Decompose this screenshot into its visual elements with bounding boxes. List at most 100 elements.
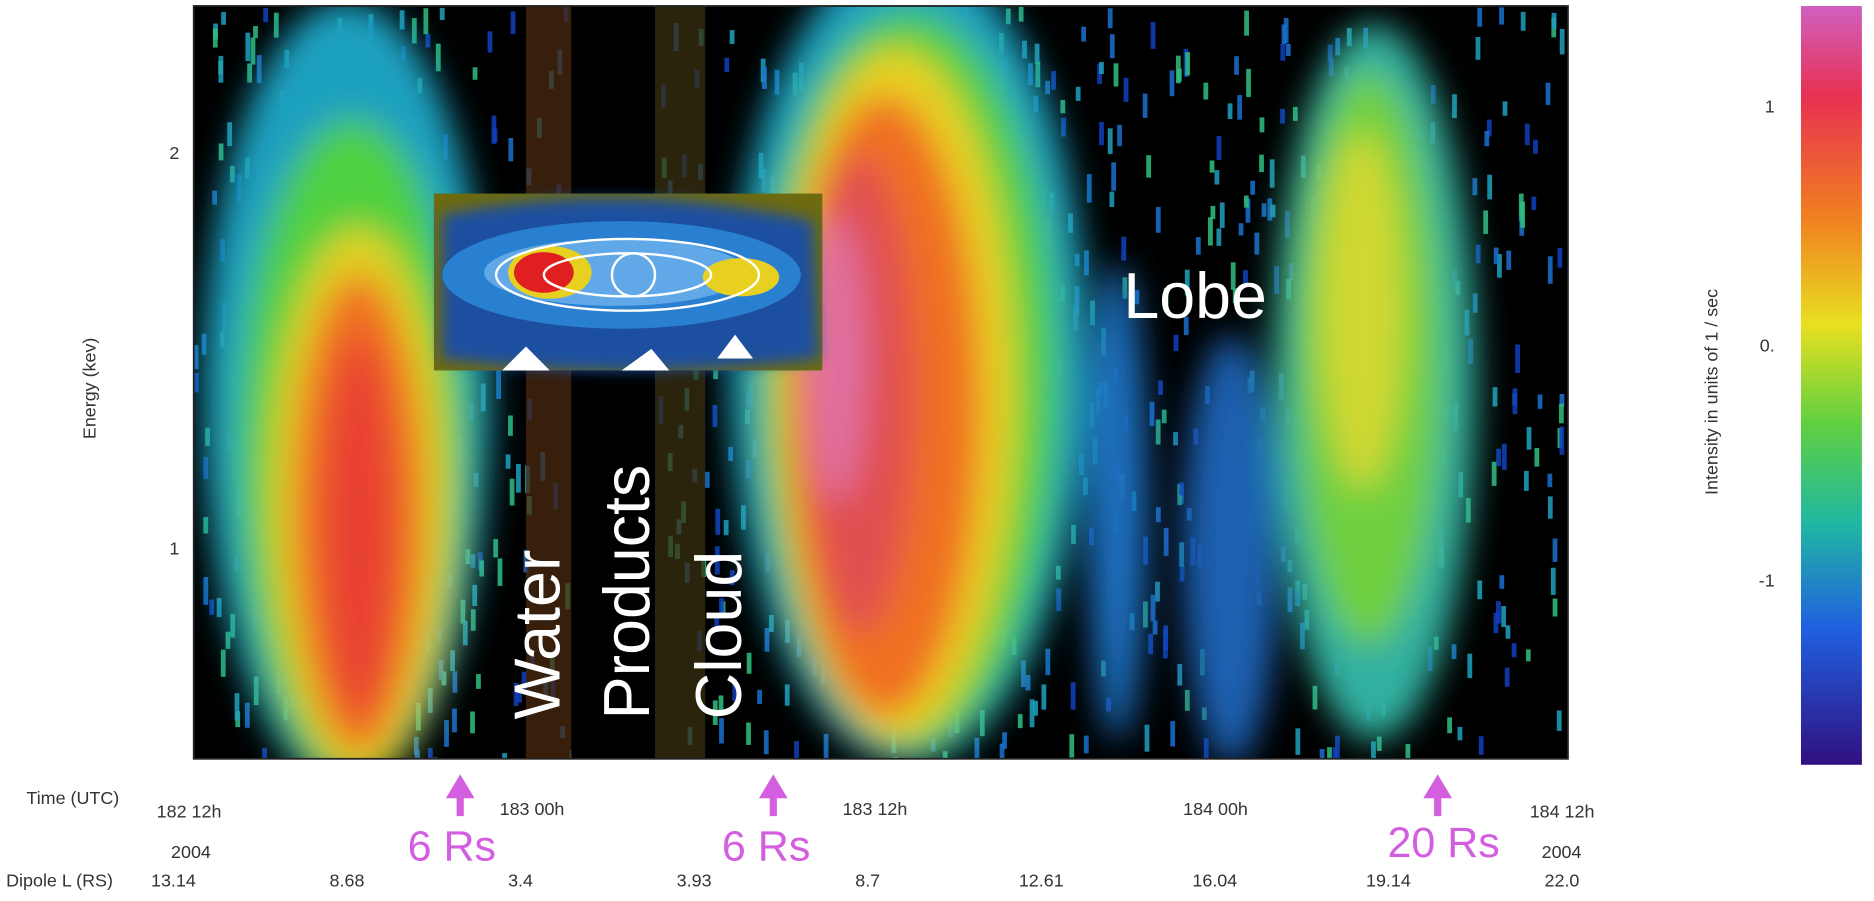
speckle <box>1285 43 1291 56</box>
speckle <box>1107 8 1113 29</box>
marker-arrows <box>445 774 1453 817</box>
speckle <box>1269 159 1275 188</box>
speckle <box>247 63 252 83</box>
speckle <box>244 702 250 728</box>
speckle <box>1551 12 1557 30</box>
plot-frame <box>192 5 1569 760</box>
speckle <box>1270 204 1276 218</box>
speckle <box>1234 56 1239 75</box>
speckle <box>1144 724 1150 752</box>
speckle <box>1472 178 1478 196</box>
speckle <box>218 55 224 83</box>
speckle <box>728 447 733 461</box>
time-tick-label: 184 00h <box>1183 799 1248 819</box>
speckle <box>1505 625 1511 639</box>
speckle <box>1283 17 1289 43</box>
speckle <box>225 631 231 649</box>
speckle <box>1232 288 1238 303</box>
region-label: Products <box>591 465 663 720</box>
speckle <box>1069 734 1075 758</box>
speckle <box>1183 316 1189 336</box>
speckle <box>1195 236 1201 255</box>
speckle <box>1327 44 1333 62</box>
speckle <box>1017 714 1023 729</box>
speckle <box>492 128 498 143</box>
speckle <box>1545 82 1551 105</box>
speckle <box>1250 180 1256 195</box>
speckle <box>1292 106 1298 121</box>
speckle <box>1515 344 1521 374</box>
speckle <box>1496 601 1501 624</box>
speckle <box>1155 581 1160 602</box>
speckle <box>1457 726 1463 741</box>
speckle <box>1177 664 1183 686</box>
region-label: Lobe <box>1123 260 1267 332</box>
speckle <box>1169 70 1175 97</box>
speckle <box>435 43 441 72</box>
speckle <box>974 737 980 759</box>
speckle <box>1111 162 1117 191</box>
speckle <box>1033 700 1038 716</box>
speckle <box>1209 160 1215 173</box>
speckle <box>1312 685 1318 710</box>
speckle <box>729 570 735 586</box>
marker-label: 6 Rs <box>722 822 810 870</box>
speckle <box>509 478 515 506</box>
speckle <box>1335 38 1341 56</box>
speckle <box>1452 94 1457 119</box>
speckle <box>221 12 226 25</box>
speckle <box>1520 201 1526 228</box>
speckle <box>427 747 433 759</box>
speckle <box>1280 108 1285 124</box>
speckle <box>1107 128 1113 155</box>
speckle <box>1237 95 1243 120</box>
speckle <box>193 345 199 370</box>
speckle <box>1227 103 1233 120</box>
colorbar-label: Intensity in units of 1 / sec <box>1701 289 1721 495</box>
speckle <box>411 18 417 44</box>
speckle <box>476 674 481 689</box>
speckle <box>1155 206 1161 233</box>
speckle <box>1501 443 1507 470</box>
speckle <box>262 747 268 759</box>
speckle <box>479 560 485 577</box>
speckle <box>1134 290 1140 305</box>
speckle <box>193 372 199 393</box>
speckle <box>425 34 431 48</box>
speckle <box>1161 409 1167 424</box>
speckle <box>712 405 718 428</box>
speckle <box>218 143 224 161</box>
speckle <box>1149 401 1155 426</box>
speckle <box>1175 55 1181 84</box>
speckle <box>718 695 724 712</box>
speckle <box>1477 7 1483 27</box>
speckle <box>508 415 513 436</box>
speckle <box>1179 542 1185 567</box>
speckle <box>757 689 762 705</box>
speckle <box>444 720 449 747</box>
speckle <box>1045 648 1051 676</box>
dipole-tick-label: 22.0 <box>1545 871 1580 891</box>
y-tick-label: 1 <box>169 538 179 558</box>
speckle <box>1259 154 1264 173</box>
time-tick-label: 184 12h <box>1530 801 1595 821</box>
speckle <box>713 362 719 380</box>
speckle <box>1029 699 1035 728</box>
speckle <box>497 558 503 586</box>
speckle <box>1035 61 1041 88</box>
speckle <box>1484 130 1490 147</box>
speckle <box>1034 43 1040 64</box>
speckle <box>1556 710 1562 731</box>
speckle <box>470 711 475 734</box>
speckle <box>1086 174 1092 203</box>
year-label: 2004 <box>1542 842 1582 862</box>
speckle <box>516 463 521 493</box>
speckle <box>1499 7 1504 25</box>
speckle <box>769 614 774 632</box>
speckle <box>1244 10 1249 36</box>
speckle <box>1230 262 1236 290</box>
speckle <box>1083 735 1089 754</box>
speckle <box>1070 682 1076 710</box>
speckle <box>719 598 724 618</box>
speckle <box>712 700 718 725</box>
